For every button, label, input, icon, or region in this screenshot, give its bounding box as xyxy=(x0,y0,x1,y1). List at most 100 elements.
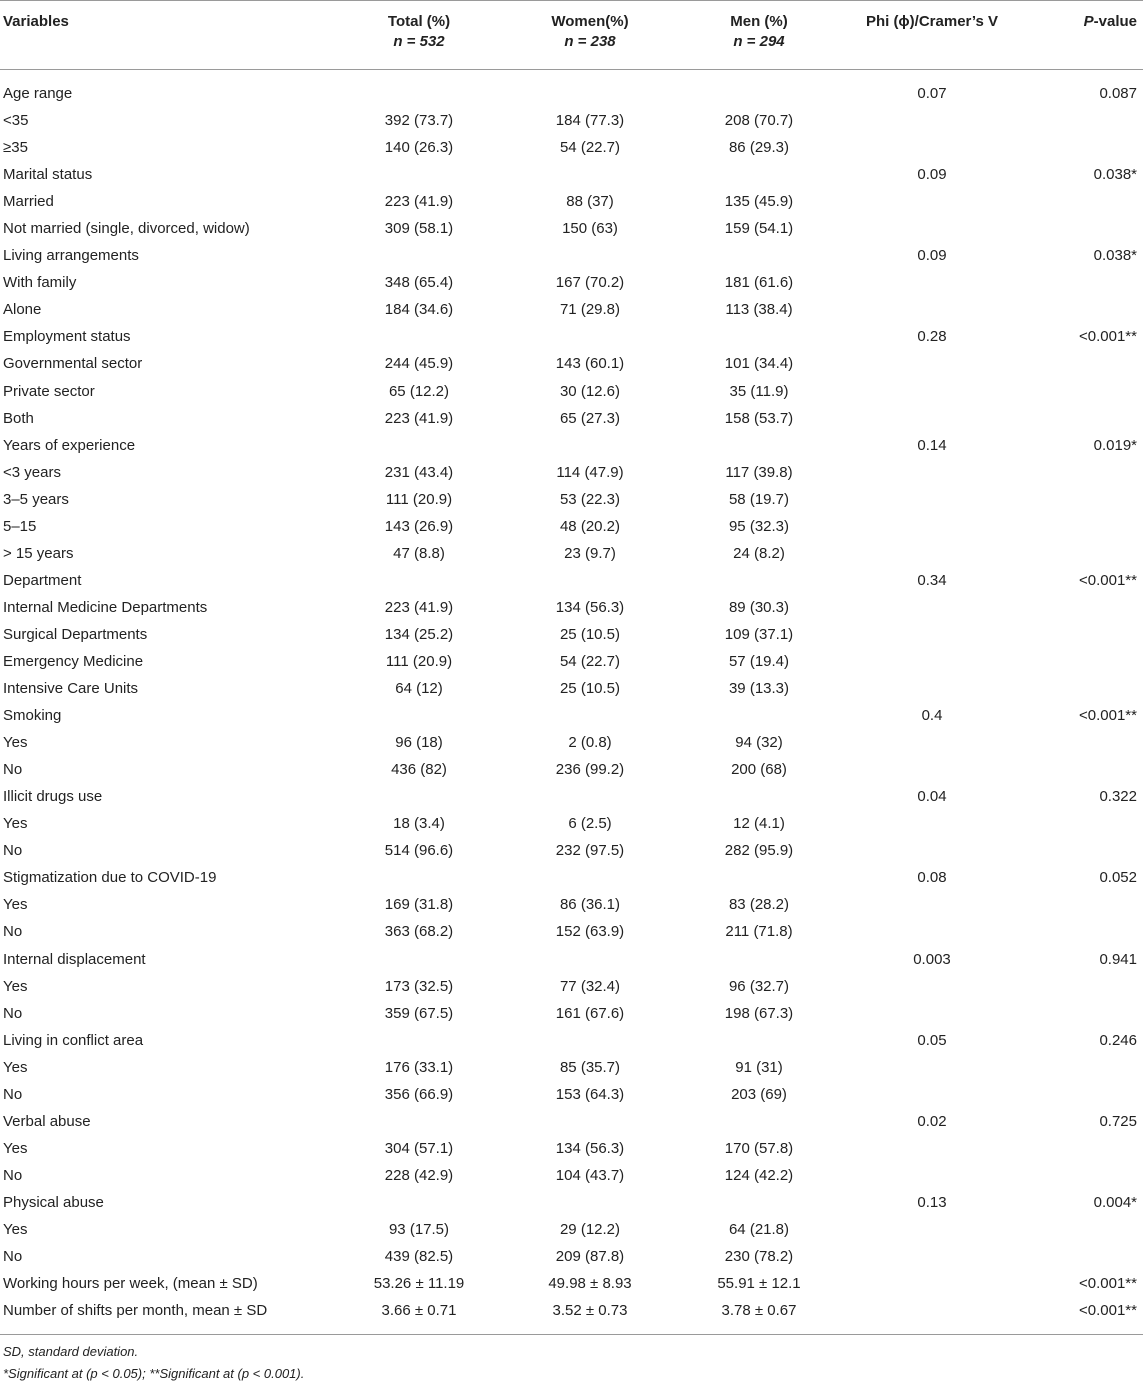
results-table: Variables Total (%) Women(%) Men (%) Phi… xyxy=(0,0,1143,1336)
cell-men: 96 (32.7) xyxy=(728,977,790,995)
cell-pvalue xyxy=(1021,837,1143,864)
cell-pvalue xyxy=(1021,1243,1143,1270)
cell-pvalue xyxy=(1021,350,1143,377)
cell-pvalue xyxy=(1021,215,1143,242)
cell-women: 30 (12.6) xyxy=(559,382,621,400)
cell-total xyxy=(333,864,505,891)
cell-women: 236 (99.2) xyxy=(555,761,625,779)
cell-total: 309 (58.1) xyxy=(384,220,454,238)
cell-pvalue xyxy=(1021,134,1143,161)
cell-total: 93 (17.5) xyxy=(388,1220,450,1238)
cell-men xyxy=(675,1189,843,1216)
cell-pvalue: 0.038* xyxy=(1093,166,1137,184)
table-row: Yes 169 (31.8) 86 (36.1) 83 (28.2) xyxy=(0,891,1143,918)
cell-phi xyxy=(843,1000,1021,1027)
table-row: No 514 (96.6) 232 (97.5) 282 (95.9) xyxy=(0,837,1143,864)
cell-total: 169 (31.8) xyxy=(384,896,454,914)
cell-pvalue xyxy=(1021,729,1143,756)
table-row: Yes 93 (17.5) 29 (12.2) 64 (21.8) xyxy=(0,1216,1143,1243)
row-label: Governmental sector xyxy=(3,355,143,373)
table-row: Department 0.34 <0.001** xyxy=(0,567,1143,594)
row-label: With family xyxy=(3,274,77,292)
cell-total: 392 (73.7) xyxy=(384,112,454,130)
cell-women: 104 (43.7) xyxy=(555,1166,625,1184)
table-row: Illicit drugs use 0.04 0.322 xyxy=(0,783,1143,810)
cell-men: 58 (19.7) xyxy=(728,490,790,508)
cell-pvalue xyxy=(1021,1216,1143,1243)
cell-phi xyxy=(843,405,1021,432)
cell-women: 54 (22.7) xyxy=(559,139,621,157)
cell-women: 150 (63) xyxy=(562,220,618,238)
table-row: No 436 (82) 236 (99.2) 200 (68) xyxy=(0,756,1143,783)
table-row: Emergency Medicine 111 (20.9) 54 (22.7) 57 … xyxy=(0,648,1143,675)
table-row: Working hours per week, (mean ± SD) 53.26… xyxy=(0,1270,1143,1297)
cell-men: 95 (32.3) xyxy=(728,517,790,535)
cell-total xyxy=(333,783,505,810)
cell-phi xyxy=(843,215,1021,242)
row-label: Alone xyxy=(3,301,42,319)
cell-women xyxy=(505,323,675,350)
cell-men: 230 (78.2) xyxy=(724,1248,794,1266)
cell-pvalue xyxy=(1021,594,1143,621)
cell-women: 6 (2.5) xyxy=(568,815,612,833)
cell-men xyxy=(675,1108,843,1135)
cell-women: 209 (87.8) xyxy=(555,1248,625,1266)
cell-phi xyxy=(843,648,1021,675)
header-pvalue: P-value xyxy=(1021,1,1143,34)
cell-women: 153 (64.3) xyxy=(555,1085,625,1103)
cell-men: 64 (21.8) xyxy=(728,1220,790,1238)
table-row: No 359 (67.5) 161 (67.6) 198 (67.3) xyxy=(0,1000,1143,1027)
header-empty xyxy=(0,33,333,70)
cell-pvalue xyxy=(1021,269,1143,296)
table-row: Married 223 (41.9) 88 (37) 135 (45.9) xyxy=(0,188,1143,215)
cell-phi xyxy=(843,1135,1021,1162)
cell-pvalue xyxy=(1021,1054,1143,1081)
row-label: Yes xyxy=(3,815,28,833)
footnote-sd: SD, standard deviation. xyxy=(3,1344,139,1360)
cell-pvalue: <0.001** xyxy=(1079,328,1137,346)
cell-phi: 0.07 xyxy=(917,85,947,103)
row-label: Yes xyxy=(3,977,28,995)
cell-phi: 0.04 xyxy=(917,788,947,806)
cell-phi xyxy=(843,107,1021,134)
row-label: 5–15 xyxy=(3,517,37,535)
cell-men: 101 (34.4) xyxy=(724,355,794,373)
cell-pvalue xyxy=(1021,675,1143,702)
table-row: No 439 (82.5) 209 (87.8) 230 (78.2) xyxy=(0,1243,1143,1270)
row-label: Living arrangements xyxy=(3,247,139,265)
cell-phi xyxy=(843,891,1021,918)
cell-men: 200 (68) xyxy=(731,761,787,779)
cell-women: 29 (12.2) xyxy=(559,1220,621,1238)
cell-pvalue: <0.001** xyxy=(1021,1297,1143,1336)
cell-women: 232 (97.5) xyxy=(555,842,625,860)
cell-women xyxy=(505,432,675,459)
cell-total: 231 (43.4) xyxy=(384,463,454,481)
cell-phi xyxy=(843,837,1021,864)
cell-phi xyxy=(843,810,1021,837)
cell-women: 184 (77.3) xyxy=(555,112,625,130)
row-label: No xyxy=(3,1166,23,1184)
cell-men: 170 (57.8) xyxy=(724,1139,794,1157)
table-row: Internal Medicine Departments 223 (41.9) 1… xyxy=(0,594,1143,621)
row-label: Years of experience xyxy=(3,436,136,454)
cell-men xyxy=(675,1027,843,1054)
cell-men xyxy=(675,567,843,594)
row-label: Yes xyxy=(3,896,28,914)
cell-men xyxy=(675,323,843,350)
header-row: Variables Total (%) Women(%) Men (%) Phi… xyxy=(0,1,1143,34)
cell-women: 86 (36.1) xyxy=(559,896,621,914)
table-row: 3–5 years 111 (20.9) 53 (22.3) 58 (19.7) xyxy=(0,486,1143,513)
header-phi: Phi (ϕ)/Cramer’s V xyxy=(865,13,999,30)
table-row: Intensive Care Units 64 (12) 25 (10.5) 39 (… xyxy=(0,675,1143,702)
header-women-n: n = 238 xyxy=(505,33,675,70)
header-empty xyxy=(843,33,1021,70)
cell-phi xyxy=(843,378,1021,405)
footnote-significance: *Significant at (p < 0.05); **Significan… xyxy=(3,1366,305,1382)
cell-pvalue xyxy=(1021,513,1143,540)
cell-pvalue xyxy=(1021,810,1143,837)
cell-total: 134 (25.2) xyxy=(384,625,454,643)
cell-men: 113 (38.4) xyxy=(725,301,793,319)
cell-phi xyxy=(843,296,1021,323)
cell-women xyxy=(505,702,675,729)
